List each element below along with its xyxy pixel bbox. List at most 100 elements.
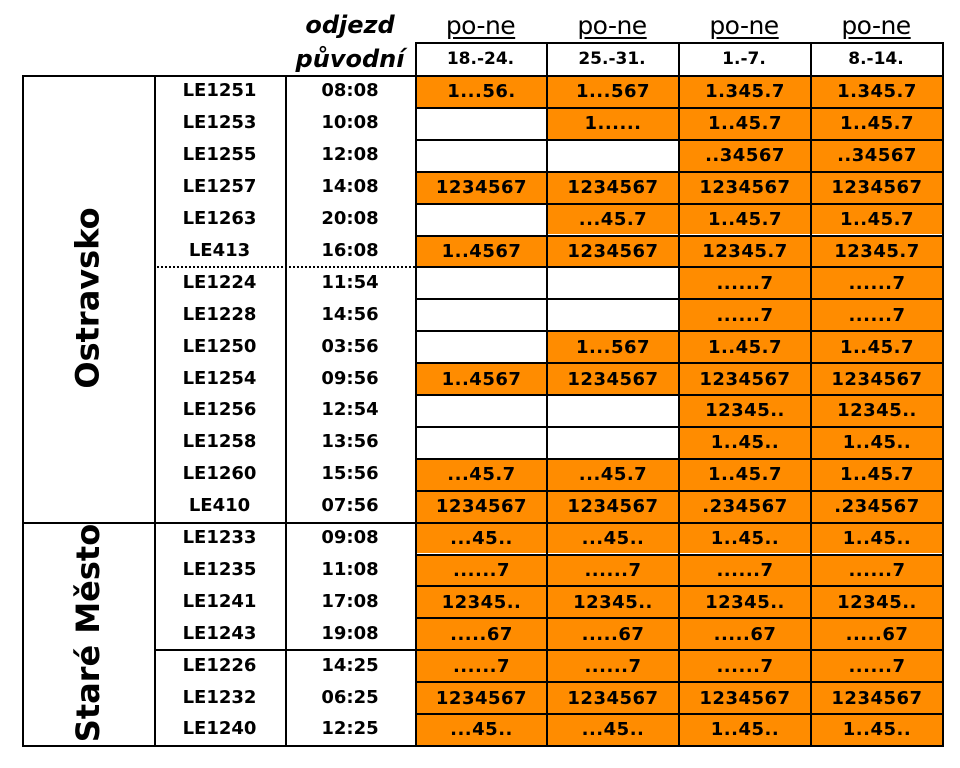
operating-days-cell: ......7: [812, 651, 942, 682]
operating-days-cell: ......7: [680, 268, 810, 299]
operating-days-cell: [417, 109, 546, 139]
operating-days-cell: [417, 332, 546, 362]
operating-days-cell: [548, 300, 678, 330]
operating-days-cell: 1..45.7: [680, 332, 810, 363]
operating-days-cell: ......7: [548, 555, 678, 586]
week-day-range-header: po-ne: [709, 10, 779, 40]
departure-header: odjezd: [305, 11, 395, 39]
operating-days-cell: 12345..: [680, 587, 810, 618]
operating-days-cell: 1...567: [548, 77, 678, 107]
group-label-text: Ostravsko: [69, 207, 108, 389]
operating-days-cell: ...45..: [417, 715, 546, 745]
operating-days-cell: ......7: [417, 555, 546, 586]
train-number: LE1235: [182, 558, 257, 580]
group-column-divider: [154, 75, 156, 747]
train-number: LE1232: [182, 686, 257, 708]
train-number: LE1257: [182, 176, 257, 198]
train-number: LE413: [188, 239, 251, 261]
operating-days-cell: 1..4567: [417, 364, 546, 394]
week-date-header: 1.-7.: [722, 48, 766, 69]
operating-days-cell: ......7: [548, 651, 678, 682]
operating-days-cell: ...45.7: [548, 459, 678, 490]
original-departure-time: 03:56: [321, 335, 379, 357]
operating-days-cell: ......7: [417, 651, 546, 682]
train-number: LE1254: [182, 367, 257, 389]
operating-days-cell: [417, 141, 546, 171]
original-departure-time: 15:56: [321, 463, 379, 485]
date-header-divider: [810, 42, 812, 75]
week-day-range-header: po-ne: [577, 10, 647, 40]
week-day-range-header: po-ne: [445, 10, 516, 40]
operating-days-cell: 1234567: [548, 364, 678, 394]
operating-days-cell: 1..45..: [812, 715, 942, 745]
operating-days-cell: ......7: [680, 300, 810, 331]
operating-days-cell: [548, 141, 678, 171]
operating-days-cell: 1.345.7: [812, 77, 942, 107]
train-number: LE1255: [182, 144, 257, 166]
operating-days-cell: [417, 300, 546, 330]
train-number: LE1263: [182, 208, 257, 230]
operating-days-cell: 1..4567: [417, 236, 546, 267]
operating-days-cell: 12345.7: [812, 236, 942, 267]
operating-days-cell: ...45.7: [417, 459, 546, 490]
operating-days-cell: .....67: [680, 619, 810, 650]
original-departure-time: 09:08: [321, 527, 379, 549]
column-divider: [810, 75, 812, 747]
operating-days-cell: .234567: [812, 491, 942, 522]
date-header-divider: [415, 42, 417, 75]
operating-days-cell: ...45..: [548, 715, 678, 745]
train-number: LE1256: [182, 399, 257, 421]
original-departure-time: 14:08: [321, 176, 379, 198]
date-header-divider: [678, 42, 680, 75]
column-divider: [415, 75, 417, 747]
original-header: původní: [295, 44, 405, 73]
train-number: LE1260: [182, 463, 257, 485]
operating-days-cell: ..34567: [812, 140, 942, 171]
group-separator: [22, 521, 415, 524]
operating-days-cell: 1234567: [548, 683, 678, 713]
week-day-range-header: po-ne: [841, 10, 911, 40]
operating-days-cell: 1..45..: [680, 427, 810, 458]
operating-days-cell: 1234567: [548, 491, 678, 522]
subgroup-separator: [154, 649, 415, 652]
original-departure-time: 13:56: [321, 431, 379, 453]
operating-days-cell: .....67: [548, 619, 678, 650]
operating-days-cell: [548, 268, 678, 298]
train-column-divider: [285, 75, 287, 747]
operating-days-cell: ......7: [812, 300, 942, 331]
operating-days-cell: 1...56.: [417, 77, 546, 107]
operating-days-cell: [417, 396, 546, 426]
operating-days-cell: 12345..: [812, 587, 942, 618]
column-divider: [942, 75, 944, 747]
operating-days-cell: 1234567: [548, 236, 678, 267]
operating-days-cell: 1234567: [417, 491, 546, 522]
operating-days-cell: 1234567: [812, 172, 942, 203]
original-departure-time: 07:56: [321, 495, 379, 517]
train-number: LE1253: [182, 112, 257, 134]
train-number: LE1240: [182, 718, 257, 740]
operating-days-cell: 1..45.7: [680, 459, 810, 490]
date-header-divider: [546, 42, 548, 75]
group-label: Staré Město: [22, 522, 154, 745]
operating-days-cell: 1234567: [417, 683, 546, 713]
operating-days-cell: ...45..: [548, 523, 678, 554]
operating-days-cell: [548, 396, 678, 426]
operating-days-cell: 1234567: [812, 683, 942, 713]
train-number: LE1251: [182, 80, 257, 102]
original-departure-time: 08:08: [321, 80, 379, 102]
train-number: LE1243: [182, 622, 257, 644]
operating-days-cell: 12345.7: [680, 236, 810, 267]
group-label: Ostravsko: [22, 75, 154, 522]
operating-days-cell: 1......: [548, 108, 678, 139]
operating-days-cell: 1..45..: [680, 715, 810, 745]
operating-days-cell: 1234567: [812, 364, 942, 394]
train-number: LE1228: [182, 303, 257, 325]
column-divider: [546, 75, 548, 747]
operating-days-cell: 1...567: [548, 332, 678, 363]
operating-days-cell: ......7: [680, 555, 810, 586]
original-departure-time: 20:08: [321, 208, 379, 230]
original-departure-time: 14:25: [321, 654, 379, 676]
operating-days-cell: 12345..: [417, 587, 546, 618]
operating-days-cell: 1234567: [680, 683, 810, 713]
operating-days-cell: 1..45.7: [812, 332, 942, 363]
